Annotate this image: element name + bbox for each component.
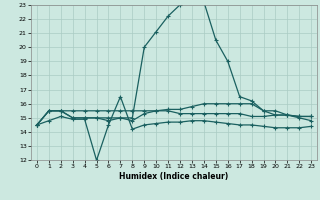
X-axis label: Humidex (Indice chaleur): Humidex (Indice chaleur) [119, 172, 229, 181]
